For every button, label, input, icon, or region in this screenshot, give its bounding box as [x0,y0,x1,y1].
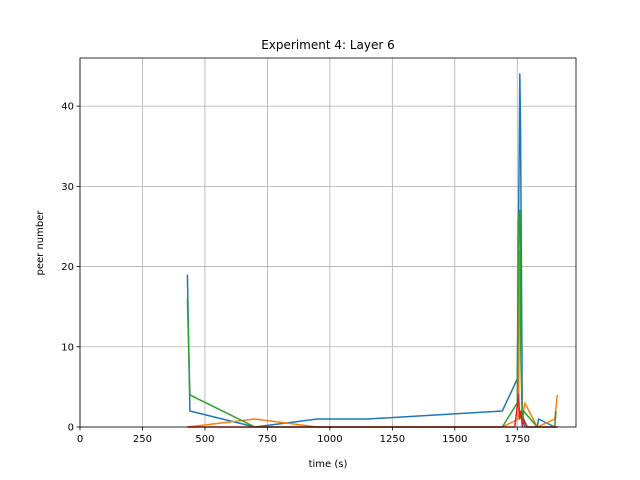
x-tick-label: 1000 [317,434,342,445]
x-axis-ticks: 0 250 500 750 1000 1250 1500 1750 [77,427,530,445]
series-line-1 [186,73,558,428]
x-tick-label: 1250 [380,434,405,445]
y-axis-ticks: 0 10 20 30 40 [61,102,80,434]
grid [79,58,576,428]
y-tick-label: 20 [61,262,74,273]
x-tick-label: 1500 [442,434,467,445]
y-tick-label: 0 [68,423,74,434]
x-tick-label: 0 [77,434,83,445]
x-axis-label: time (s) [309,459,348,470]
chart-title: Experiment 4: Layer 6 [261,38,395,52]
x-tick-label: 250 [133,434,152,445]
x-tick-label: 750 [258,434,277,445]
x-tick-label: 500 [195,434,214,445]
y-tick-label: 40 [61,102,74,113]
series-group [186,73,559,428]
plot-frame [79,57,577,428]
x-tick-label: 1750 [505,434,530,445]
y-tick-label: 10 [61,342,74,353]
y-tick-label: 30 [61,182,74,193]
series-line-4 [187,394,558,428]
y-axis-label: peer number [35,210,46,276]
